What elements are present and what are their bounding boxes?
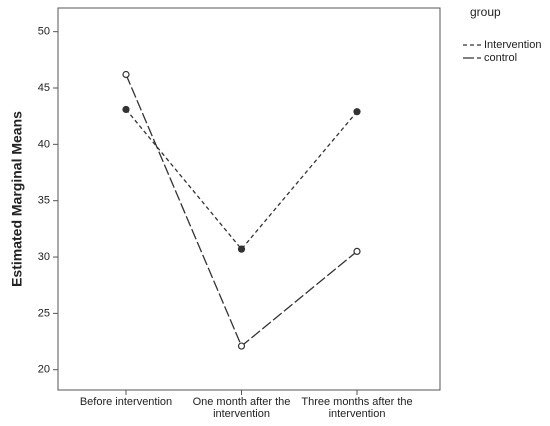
point <box>122 70 130 79</box>
y-tick-label: 25 <box>38 307 50 319</box>
x-tick-label: One month after the intervention <box>192 396 291 420</box>
point <box>353 247 361 255</box>
y-axis-label: Estimated Marginal Means <box>9 111 25 287</box>
y-tick-label: 30 <box>38 251 50 263</box>
legend-label: Intervention <box>484 39 541 51</box>
point <box>353 108 361 116</box>
x-tick-label: Before intervention <box>79 396 173 408</box>
point <box>237 245 246 253</box>
plot-frame <box>57 7 441 391</box>
y-tick-label: 35 <box>38 195 50 207</box>
x-tick-label: Three months after the intervention <box>301 396 413 420</box>
y-tick-label: 50 <box>38 26 50 38</box>
legend-label: control <box>484 52 517 64</box>
series-line <box>125 74 358 348</box>
point <box>237 342 246 350</box>
y-tick-label: 45 <box>38 82 50 94</box>
point <box>122 105 130 114</box>
legend-title: group <box>470 5 501 19</box>
y-tick-label: 40 <box>38 138 50 150</box>
y-tick-label: 20 <box>38 364 50 376</box>
series-line <box>125 109 358 251</box>
